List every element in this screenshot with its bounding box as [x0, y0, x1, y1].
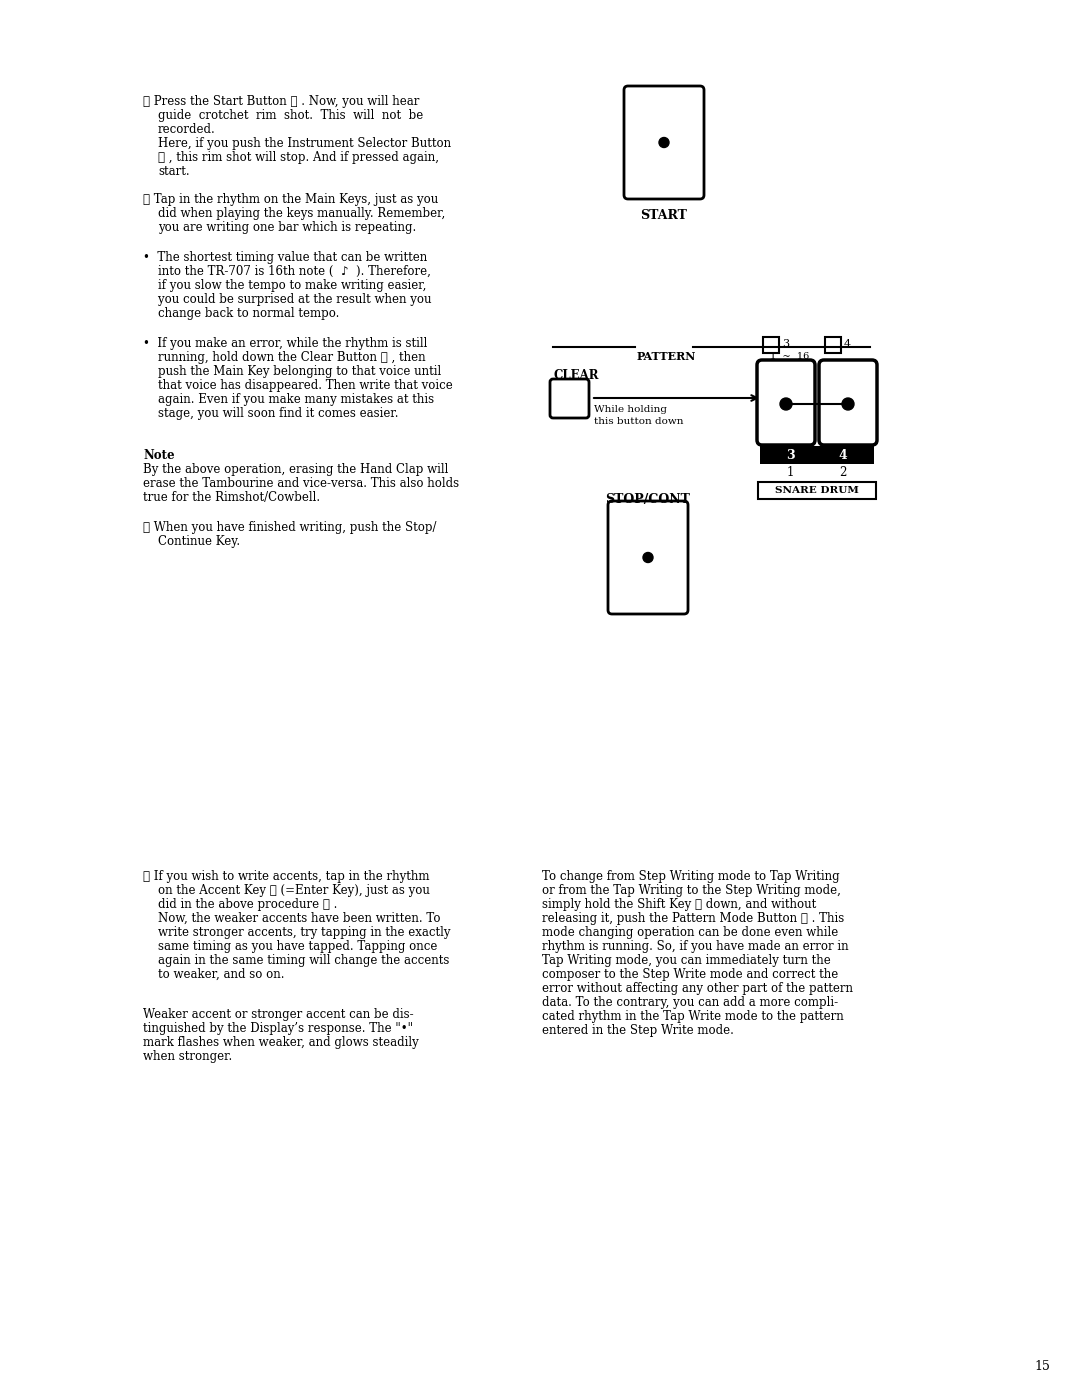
Text: 1  ~  16: 1 ~ 16: [770, 352, 809, 362]
Text: this button down: this button down: [594, 417, 684, 426]
Text: ⑦ When you have finished writing, push the Stop/: ⑦ When you have finished writing, push t…: [143, 522, 436, 534]
Text: 4: 4: [843, 339, 851, 349]
Text: 3: 3: [782, 339, 789, 349]
Text: 2: 2: [839, 465, 847, 479]
Text: rhythm is running. So, if you have made an error in: rhythm is running. So, if you have made …: [542, 940, 849, 954]
Text: data. To the contrary, you can add a more compli-: data. To the contrary, you can add a mor…: [542, 996, 838, 1009]
Bar: [760, 446, 874, 464]
Text: you are writing one bar which is repeating.: you are writing one bar which is repeati…: [158, 221, 416, 235]
Text: again in the same timing will change the accents: again in the same timing will change the…: [158, 954, 449, 967]
Text: Weaker accent or stronger accent can be dis-: Weaker accent or stronger accent can be …: [143, 1007, 414, 1021]
Text: Ⓐ , this rim shot will stop. And if pressed again,: Ⓐ , this rim shot will stop. And if pres…: [158, 150, 438, 164]
Text: that voice has disappeared. Then write that voice: that voice has disappeared. Then write t…: [143, 380, 453, 392]
Circle shape: [659, 138, 669, 148]
Bar: [762, 337, 779, 353]
Text: you could be surprised at the result when you: you could be surprised at the result whe…: [143, 293, 432, 306]
Text: Tap Writing mode, you can immediately turn the: Tap Writing mode, you can immediately tu…: [542, 954, 831, 967]
Text: cated rhythm in the Tap Write mode to the pattern: cated rhythm in the Tap Write mode to th…: [542, 1010, 843, 1023]
Text: 1: 1: [787, 465, 795, 479]
FancyBboxPatch shape: [608, 501, 688, 614]
Text: releasing it, push the Pattern Mode Button Ⓐ . This: releasing it, push the Pattern Mode Butt…: [542, 912, 845, 925]
FancyBboxPatch shape: [550, 380, 589, 418]
FancyBboxPatch shape: [624, 86, 704, 199]
Text: simply hold the Shift Key Ⓐ down, and without: simply hold the Shift Key Ⓐ down, and wi…: [542, 898, 816, 911]
Text: Now, the weaker accents have been written. To: Now, the weaker accents have been writte…: [158, 912, 441, 925]
Text: PATTERN: PATTERN: [637, 351, 697, 362]
Text: true for the Rimshot/Cowbell.: true for the Rimshot/Cowbell.: [143, 491, 320, 504]
Text: Here, if you push the Instrument Selector Button: Here, if you push the Instrument Selecto…: [158, 137, 451, 150]
Text: recorded.: recorded.: [158, 123, 216, 137]
Text: when stronger.: when stronger.: [143, 1050, 232, 1063]
Text: ⑤ Press the Start Button Ⓐ . Now, you will hear: ⑤ Press the Start Button Ⓐ . Now, you wi…: [143, 95, 419, 108]
Text: entered in the Step Write mode.: entered in the Step Write mode.: [542, 1024, 734, 1036]
Text: mode changing operation can be done even while: mode changing operation can be done even…: [542, 926, 838, 938]
Text: •  If you make an error, while the rhythm is still: • If you make an error, while the rhythm…: [143, 337, 428, 351]
Text: START: START: [640, 208, 688, 222]
Text: composer to the Step Write mode and correct the: composer to the Step Write mode and corr…: [542, 967, 838, 981]
Text: again. Even if you make many mistakes at this: again. Even if you make many mistakes at…: [143, 393, 434, 406]
Text: stage, you will soon find it comes easier.: stage, you will soon find it comes easie…: [143, 407, 399, 420]
Text: While holding: While holding: [594, 404, 667, 414]
Text: CLEAR: CLEAR: [553, 368, 598, 382]
Text: ⑧ If you wish to write accents, tap in the rhythm: ⑧ If you wish to write accents, tap in t…: [143, 869, 430, 883]
Bar: [825, 337, 841, 353]
Text: Continue Key.: Continue Key.: [158, 535, 240, 548]
Text: push the Main Key belonging to that voice until: push the Main Key belonging to that voic…: [143, 364, 442, 378]
Circle shape: [842, 397, 854, 410]
Text: SNARE DRUM: SNARE DRUM: [775, 486, 859, 495]
Text: start.: start.: [158, 166, 190, 178]
Text: mark flashes when weaker, and glows steadily: mark flashes when weaker, and glows stea…: [143, 1036, 419, 1049]
FancyBboxPatch shape: [819, 360, 877, 444]
Circle shape: [643, 552, 653, 563]
Text: into the TR-707 is 16th note (  ♪  ). Therefore,: into the TR-707 is 16th note ( ♪ ). Ther…: [143, 265, 431, 277]
Text: ⑥ Tap in the rhythm on the Main Keys, just as you: ⑥ Tap in the rhythm on the Main Keys, ju…: [143, 193, 438, 206]
Text: running, hold down the Clear Button Ⓐ , then: running, hold down the Clear Button Ⓐ , …: [143, 351, 426, 364]
Text: •  The shortest timing value that can be written: • The shortest timing value that can be …: [143, 251, 428, 264]
Text: To change from Step Writing mode to Tap Writing: To change from Step Writing mode to Tap …: [542, 869, 839, 883]
Text: if you slow the tempo to make writing easier,: if you slow the tempo to make writing ea…: [143, 279, 427, 293]
Text: 3: 3: [786, 448, 795, 461]
Text: 4: 4: [839, 448, 848, 461]
Text: change back to normal tempo.: change back to normal tempo.: [143, 306, 339, 320]
FancyBboxPatch shape: [757, 360, 815, 444]
Text: 15: 15: [1035, 1361, 1050, 1373]
Text: on the Accent Key Ⓐ (=Enter Key), just as you: on the Accent Key Ⓐ (=Enter Key), just a…: [158, 885, 430, 897]
Bar: [758, 482, 876, 500]
Text: same timing as you have tapped. Tapping once: same timing as you have tapped. Tapping …: [158, 940, 437, 954]
Text: or from the Tap Writing to the Step Writing mode,: or from the Tap Writing to the Step Writ…: [542, 885, 841, 897]
Text: Note: Note: [143, 448, 175, 462]
Text: write stronger accents, try tapping in the exactly: write stronger accents, try tapping in t…: [158, 926, 450, 938]
Text: STOP/CONT: STOP/CONT: [606, 493, 690, 506]
Text: did in the above procedure ⑥ .: did in the above procedure ⑥ .: [158, 898, 337, 911]
Text: error without affecting any other part of the pattern: error without affecting any other part o…: [542, 983, 853, 995]
Circle shape: [780, 397, 792, 410]
Text: guide  crotchet  rim  shot.  This  will  not  be: guide crotchet rim shot. This will not b…: [158, 109, 423, 121]
Text: erase the Tambourine and vice-versa. This also holds: erase the Tambourine and vice-versa. Thi…: [143, 477, 459, 490]
Text: to weaker, and so on.: to weaker, and so on.: [158, 967, 284, 981]
Text: tinguished by the Display’s response. The "•": tinguished by the Display’s response. Th…: [143, 1023, 413, 1035]
Text: By the above operation, erasing the Hand Clap will: By the above operation, erasing the Hand…: [143, 464, 448, 476]
Text: did when playing the keys manually. Remember,: did when playing the keys manually. Reme…: [158, 207, 445, 219]
